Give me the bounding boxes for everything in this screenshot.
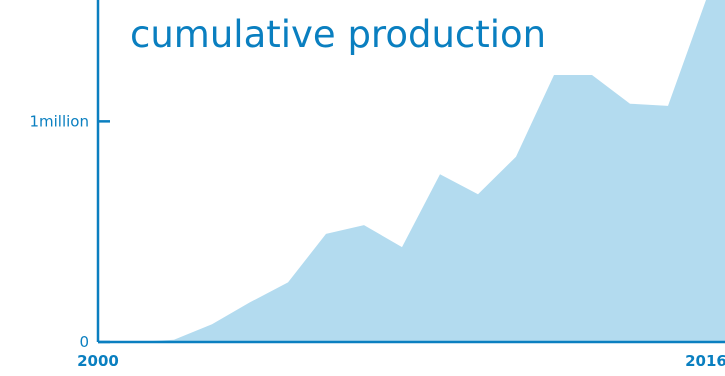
y-tick-label: 1million — [29, 112, 89, 130]
area-series — [98, 0, 725, 342]
plot-area — [98, 0, 725, 342]
chart-title: cumulative production — [130, 13, 546, 56]
x-tick-label: 2016 — [685, 352, 725, 370]
y-tick-label: 0 — [79, 333, 89, 351]
x-axis-ticks: 2000 2016 — [77, 352, 725, 370]
y-axis-ticks: 0 1million — [29, 112, 110, 351]
x-tick-label: 2000 — [77, 352, 119, 370]
